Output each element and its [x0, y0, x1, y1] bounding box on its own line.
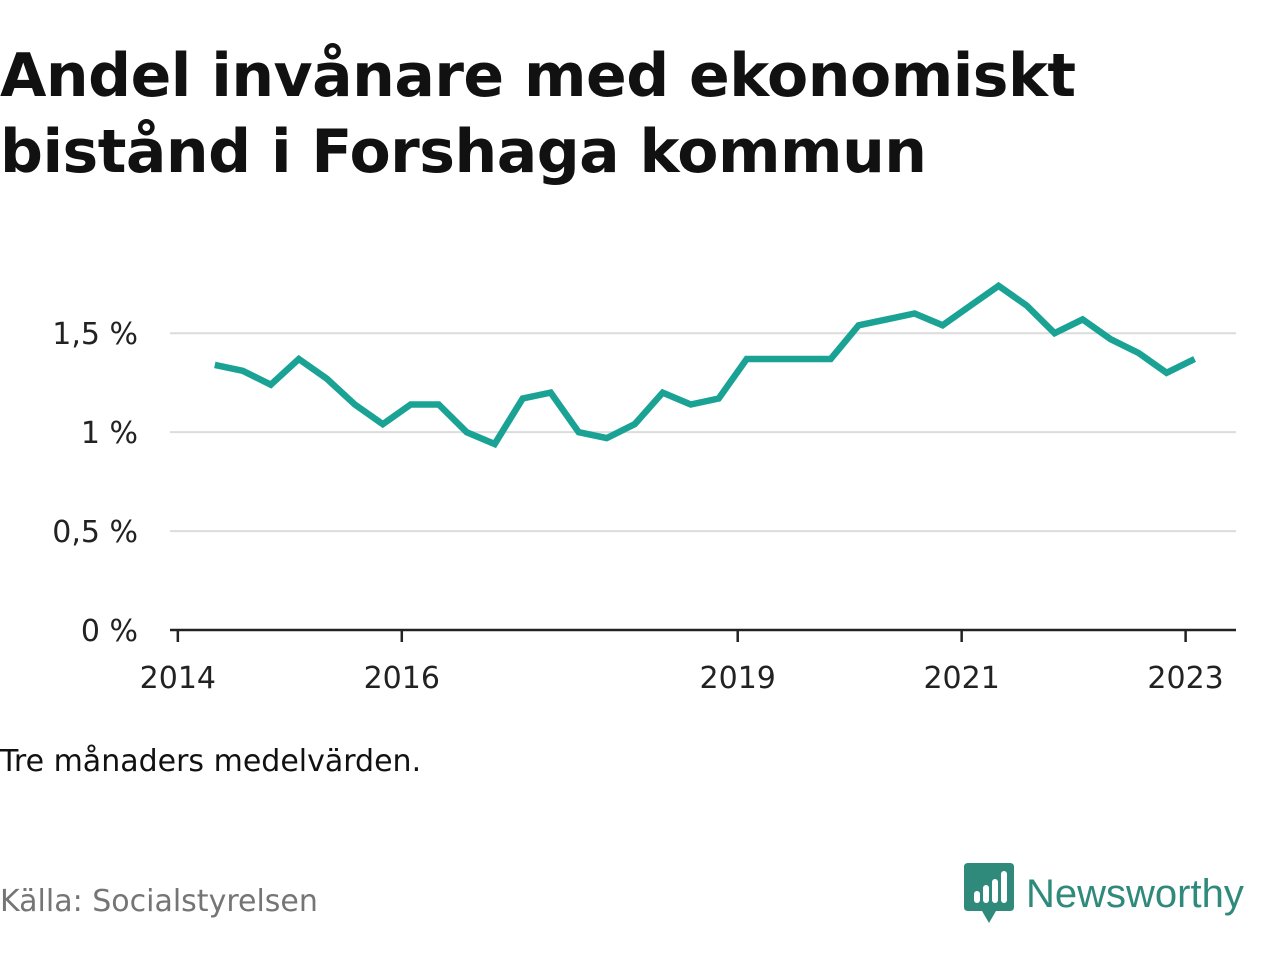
chart-note: Tre månaders medelvärden.: [0, 744, 422, 779]
y-tick-label: 1 %: [81, 416, 138, 451]
source-label: Källa: Socialstyrelsen: [0, 884, 318, 919]
series-layer: [214, 281, 1197, 449]
x-tick-label: 2019: [700, 661, 776, 696]
y-tick-label: 0 %: [81, 614, 138, 649]
x-axis-ticks: 2014 2016 2019 2021 2023: [140, 630, 1224, 696]
y-tick-label: 0,5 %: [52, 515, 138, 550]
brand-logo[interactable]: Newsworthy: [964, 862, 1244, 926]
y-axis-ticks: 0 % 0,5 % 1 % 1,5 %: [52, 317, 138, 649]
x-tick-label: 2016: [364, 661, 440, 696]
y-tick-label: 1,5 %: [52, 317, 138, 352]
grid-lines: [170, 332, 1236, 533]
chart-title: Andel invånare med ekonomiskt bistånd i …: [0, 41, 1076, 187]
series-line: [214, 281, 1197, 449]
x-tick-label: 2021: [923, 661, 999, 696]
x-tick-label: 2023: [1147, 661, 1223, 696]
brand-name: Newsworthy: [1026, 871, 1244, 916]
x-tick-label: 2014: [140, 661, 216, 696]
newsworthy-logo-icon: [964, 863, 1014, 923]
